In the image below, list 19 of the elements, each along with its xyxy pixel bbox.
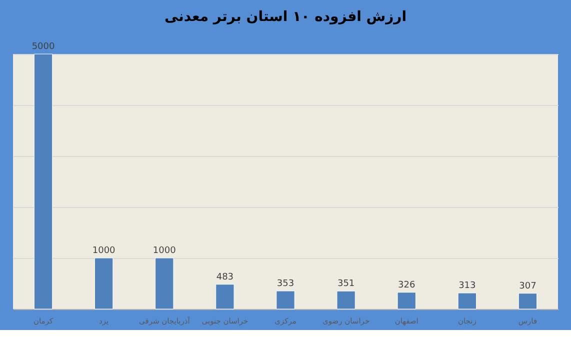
- bar: [155, 258, 174, 310]
- bar: [336, 290, 356, 310]
- bar: [458, 292, 476, 310]
- data-label: 326: [398, 280, 416, 290]
- data-label: 353: [276, 278, 294, 289]
- data-label: 307: [519, 281, 536, 292]
- data-label: 483: [216, 272, 234, 282]
- bar: [216, 284, 234, 310]
- bar: [94, 258, 114, 310]
- bar: [397, 292, 416, 310]
- chart-title: ارزش افزوده ۱۰ استان برتر معدنی: [164, 9, 407, 25]
- bar: [34, 54, 53, 310]
- data-label: 351: [337, 279, 355, 290]
- data-label: 1000: [92, 246, 116, 256]
- data-label: 1000: [152, 246, 176, 256]
- data-label: 313: [458, 281, 476, 292]
- bar: [276, 290, 295, 310]
- bar: [518, 293, 538, 310]
- data-label: 5000: [32, 42, 56, 52]
